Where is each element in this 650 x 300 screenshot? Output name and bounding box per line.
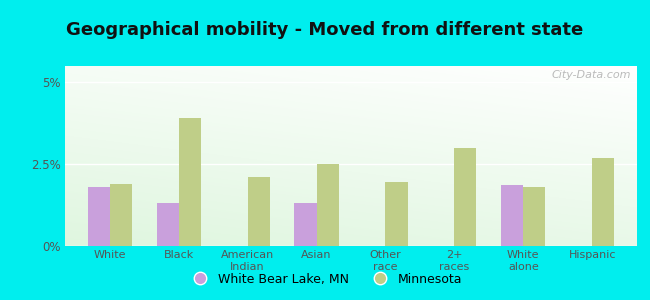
Legend: White Bear Lake, MN, Minnesota: White Bear Lake, MN, Minnesota — [183, 268, 467, 291]
Text: City-Data.com: City-Data.com — [552, 70, 631, 80]
Bar — [294, 203, 317, 246]
Bar — [110, 184, 132, 246]
Bar — [523, 187, 545, 246]
Bar — [501, 185, 523, 246]
Bar — [317, 164, 339, 246]
Bar — [179, 118, 201, 246]
Bar — [88, 187, 110, 246]
Bar — [248, 177, 270, 246]
Bar — [157, 203, 179, 246]
Text: Geographical mobility - Moved from different state: Geographical mobility - Moved from diffe… — [66, 21, 584, 39]
Bar — [385, 182, 408, 246]
Bar — [592, 158, 614, 246]
Bar — [454, 148, 476, 246]
